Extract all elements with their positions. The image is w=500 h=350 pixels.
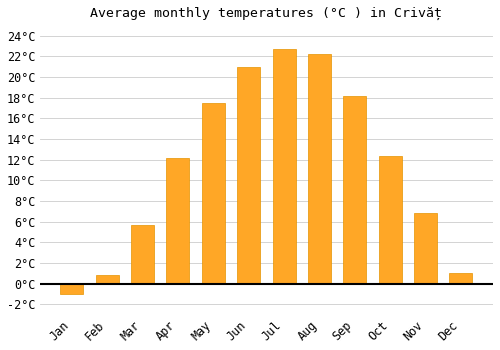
Bar <box>237 66 260 284</box>
Bar <box>272 49 295 284</box>
Bar <box>166 158 190 284</box>
Bar <box>414 214 437 284</box>
Bar <box>344 96 366 284</box>
Bar <box>96 275 118 284</box>
Bar <box>60 284 83 294</box>
Bar <box>202 103 225 284</box>
Bar <box>378 156 402 284</box>
Bar <box>450 273 472 284</box>
Title: Average monthly temperatures (°C ) in Crivăț: Average monthly temperatures (°C ) in Cr… <box>90 7 442 20</box>
Bar <box>131 225 154 284</box>
Bar <box>308 54 331 284</box>
